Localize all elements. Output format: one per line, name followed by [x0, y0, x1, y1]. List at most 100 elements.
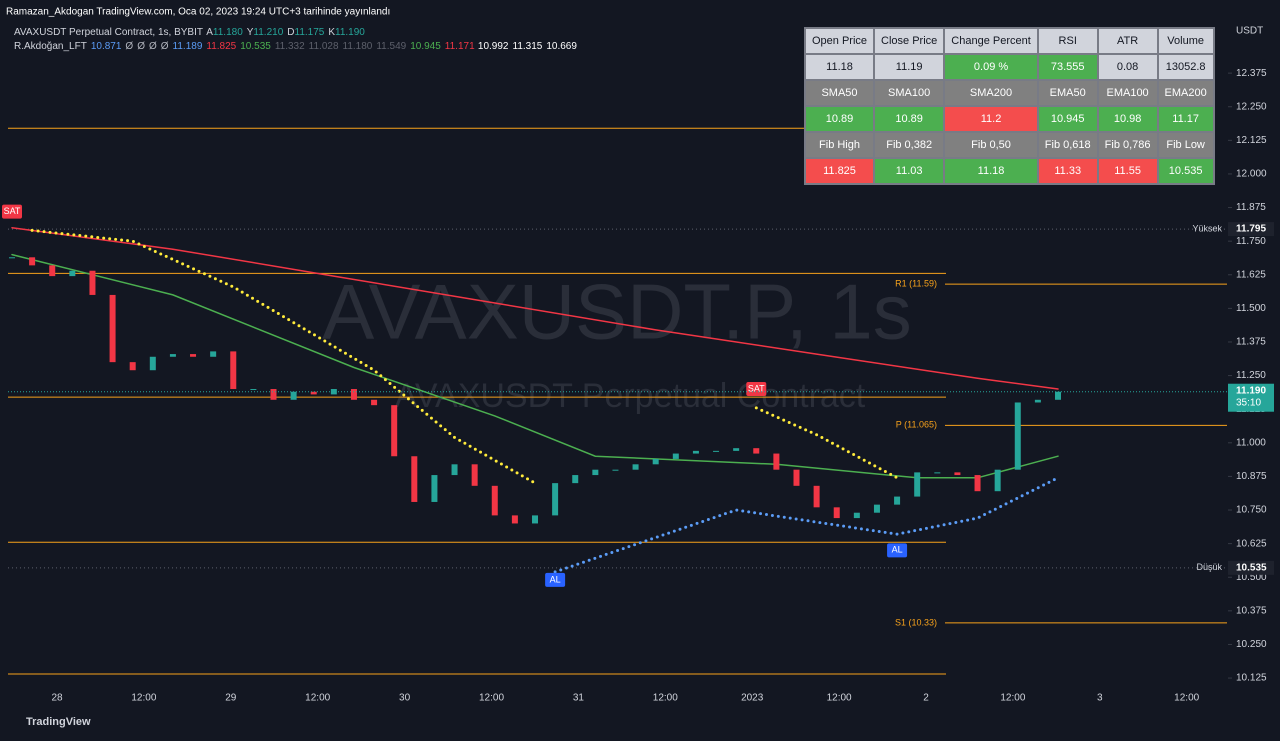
candle	[813, 485, 820, 508]
indicator-value: 10.992	[478, 41, 509, 52]
ohlc-key: Y	[247, 27, 254, 38]
last-price-tag	[1228, 383, 1274, 412]
table-cell: SMA100	[875, 81, 944, 105]
candle	[391, 405, 398, 457]
table-cell: 11.03	[875, 159, 944, 183]
mark-text: Yüksek	[1192, 223, 1222, 233]
indicator-value: 10.945	[410, 41, 441, 52]
candle	[632, 464, 639, 470]
candle	[733, 448, 740, 451]
table-cell: Fib High	[806, 133, 874, 157]
candle	[431, 475, 438, 502]
table-cell: 10.535	[1158, 159, 1213, 183]
candle	[592, 469, 599, 476]
candle	[250, 389, 257, 391]
candle	[974, 475, 981, 492]
indicator-value: 11.332	[275, 41, 305, 52]
x-tick-label: 3	[1097, 693, 1103, 704]
indicator-name: R.Akdoğan_LFT	[14, 41, 87, 52]
indicator-value: 11.315	[513, 41, 543, 52]
table-cell: EMA100	[1098, 81, 1157, 105]
candle	[109, 294, 116, 363]
ohlc-value: 11.180	[213, 27, 243, 38]
countdown: 35:10	[1236, 397, 1261, 408]
ohlc-key: K	[328, 27, 335, 38]
candle	[652, 458, 659, 465]
mark-text: Düşük	[1196, 562, 1222, 572]
candle	[9, 257, 15, 259]
candle	[149, 356, 156, 371]
table-cell: SMA50	[806, 81, 874, 105]
table-cell: 13052.8	[1158, 55, 1213, 79]
indicator-value: 11.549	[376, 41, 406, 52]
table-cell: 11.17	[1158, 107, 1213, 131]
candle	[773, 453, 780, 470]
table-cell: 0.08	[1098, 55, 1157, 79]
last-price-label: 11.190	[1236, 385, 1266, 396]
price-tag	[1228, 560, 1274, 575]
table-row: 11.18 11.19 0.09 % 73.555 0.08 13052.8	[806, 55, 1213, 79]
signal-tag	[746, 382, 767, 397]
indicator-value: 10.535	[240, 41, 271, 52]
indicator-value: 11.171	[445, 41, 475, 52]
table-cell: 10.98	[1098, 107, 1157, 131]
y-tick-label: 12.125	[1236, 135, 1267, 146]
indicator-line	[11, 253, 1059, 479]
candle	[833, 507, 840, 519]
table-row: 11.825 11.03 11.18 11.33 11.55 10.535	[806, 159, 1213, 183]
x-tick-label: 2023	[741, 693, 764, 704]
table-cell: 10.89	[875, 107, 944, 131]
table-cell: SMA200	[945, 81, 1037, 105]
x-tick-label: 2	[923, 693, 929, 704]
table-cell: 10.945	[1038, 107, 1097, 131]
price-tag-label: 10.535	[1236, 562, 1267, 573]
table-row: SMA50 SMA100 SMA200 EMA50 EMA100 EMA200	[806, 81, 1213, 105]
currency: USDT	[1236, 26, 1263, 37]
y-tick-label: 12.375	[1236, 68, 1267, 79]
indicator-value: Ø	[137, 41, 145, 52]
indicator-value: 11.180	[343, 41, 373, 52]
candle	[210, 351, 217, 357]
y-tick-label: 11.000	[1236, 437, 1266, 448]
candle	[894, 496, 901, 505]
watermark: AVAXUSDT.P, 1s	[322, 268, 912, 356]
candle	[270, 389, 277, 400]
candles	[9, 257, 1061, 524]
y-tick-label: 11.500	[1236, 303, 1266, 314]
y-tick-label: 10.375	[1236, 605, 1267, 616]
table-cell: 11.55	[1098, 159, 1157, 183]
y-tick-label: 11.625	[1236, 269, 1266, 280]
x-tick-label: 12:00	[1000, 693, 1025, 704]
ohlc-value: 11.175	[295, 27, 325, 38]
candle	[290, 391, 297, 400]
table-row: 10.89 10.89 11.2 10.945 10.98 11.17	[806, 107, 1213, 131]
candle	[934, 472, 941, 474]
candle	[532, 515, 538, 524]
table-cell: Change Percent	[945, 29, 1037, 53]
candle	[873, 504, 880, 513]
table-cell: Fib Low	[1158, 133, 1213, 157]
candle	[230, 351, 237, 390]
table-cell: 73.555	[1038, 55, 1097, 79]
signal-tag	[545, 572, 566, 587]
candle	[692, 450, 699, 454]
x-tick-label: 12:00	[653, 693, 678, 704]
candle	[713, 450, 720, 452]
candle	[572, 475, 579, 484]
indicator-value: 11.825	[206, 41, 236, 52]
candle	[69, 270, 76, 277]
table-cell: RSI	[1038, 29, 1097, 53]
symbol: AVAXUSDT Perpetual Contract, 1s, BYBIT	[14, 27, 203, 38]
candle	[29, 257, 36, 266]
candle	[49, 265, 56, 277]
table-cell: Volume	[1158, 29, 1213, 53]
table-cell: Close Price	[875, 29, 944, 53]
published: Ramazan_Akdogan TradingView.com, Oca 02,…	[6, 7, 390, 18]
level-label: S1 (10.33)	[895, 617, 937, 627]
table-cell: 11.18	[945, 159, 1037, 183]
y-tick-label: 10.750	[1236, 505, 1267, 516]
signal-text: SAT	[748, 383, 765, 393]
table-cell: Open Price	[806, 29, 874, 53]
